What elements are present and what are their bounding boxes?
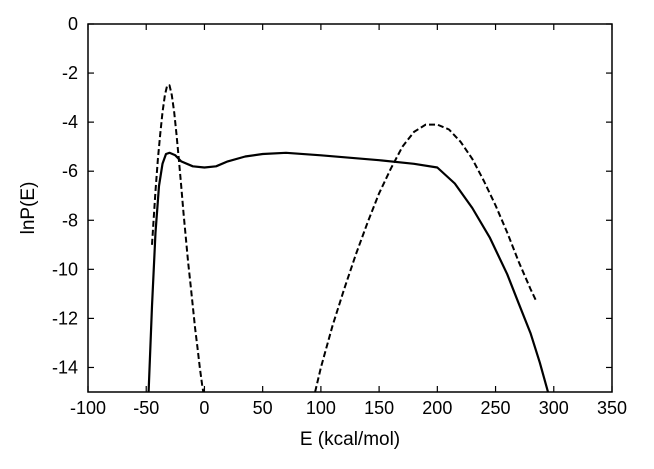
y-axis-title: lnP(E) (18, 182, 39, 235)
x-tick-label: 0 (199, 398, 209, 418)
x-tick-label: 200 (422, 398, 452, 418)
axis-ticks (87, 23, 613, 392)
series-line-1 (147, 151, 550, 392)
y-tick-label: -10 (52, 259, 78, 279)
y-tick-label: -2 (62, 63, 78, 83)
y-tick-label: -8 (62, 210, 78, 230)
y-tick-label: -4 (62, 112, 78, 132)
y-tick-label: -12 (52, 308, 78, 328)
series-line-3 (314, 123, 538, 392)
series-line-2 (151, 84, 205, 392)
x-tick-label: 100 (306, 398, 336, 418)
y-tick-label: 0 (68, 14, 78, 34)
plot-frame (87, 23, 613, 393)
x-tick-label: 300 (539, 398, 569, 418)
x-tick-label: 350 (597, 398, 627, 418)
x-axis-title: E (kcal/mol) (300, 429, 400, 450)
x-tick-label: 250 (481, 398, 511, 418)
plot-lines (147, 84, 550, 392)
x-tick-label: 50 (253, 398, 273, 418)
x-tick-label: -100 (70, 398, 106, 418)
x-tick-label: 150 (364, 398, 394, 418)
y-tick-label: -14 (52, 357, 78, 377)
tick-labels: -100 -50 0 50 100 150 200 250 300 350 0 -2 -4 -6 -8 -10… (52, 14, 627, 418)
x-tick-label: -50 (133, 398, 159, 418)
y-tick-label: -6 (62, 161, 78, 181)
